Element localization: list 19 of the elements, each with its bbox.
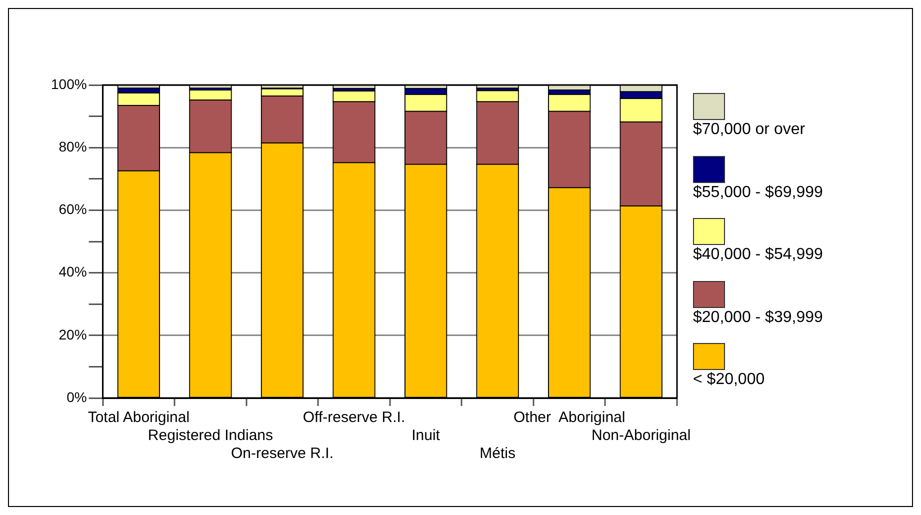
x-tick-label: Other Aboriginal bbox=[513, 409, 626, 426]
x-tick-label: Total Aboriginal bbox=[88, 409, 190, 426]
x-tick-label: Métis bbox=[480, 445, 516, 462]
legend-label: $70,000 or over bbox=[693, 120, 806, 139]
y-tick-label: 0% bbox=[66, 388, 87, 405]
y-tick-label: 80% bbox=[58, 138, 87, 154]
y-tick-label: 100% bbox=[50, 76, 87, 92]
y-tick-label: 60% bbox=[58, 201, 87, 218]
x-tick-label: Registered Indians bbox=[148, 427, 274, 444]
x-tick-label: Inuit bbox=[412, 427, 441, 444]
legend-label: $40,000 - $54,999 bbox=[693, 245, 823, 264]
x-tick-label: Off-reserve R.I. bbox=[302, 409, 406, 426]
legend-label: $55,000 - $69,999 bbox=[693, 182, 823, 202]
y-tick-label: 20% bbox=[58, 326, 87, 342]
y-tick-label: 40% bbox=[58, 264, 87, 280]
x-tick-label: Non-Aboriginal bbox=[591, 427, 691, 444]
series-label: < $20,000 bbox=[693, 370, 766, 389]
legend-label: $20,000 - $39,999 bbox=[693, 308, 823, 326]
x-tick-label: On-reserve R.I. bbox=[230, 445, 334, 462]
